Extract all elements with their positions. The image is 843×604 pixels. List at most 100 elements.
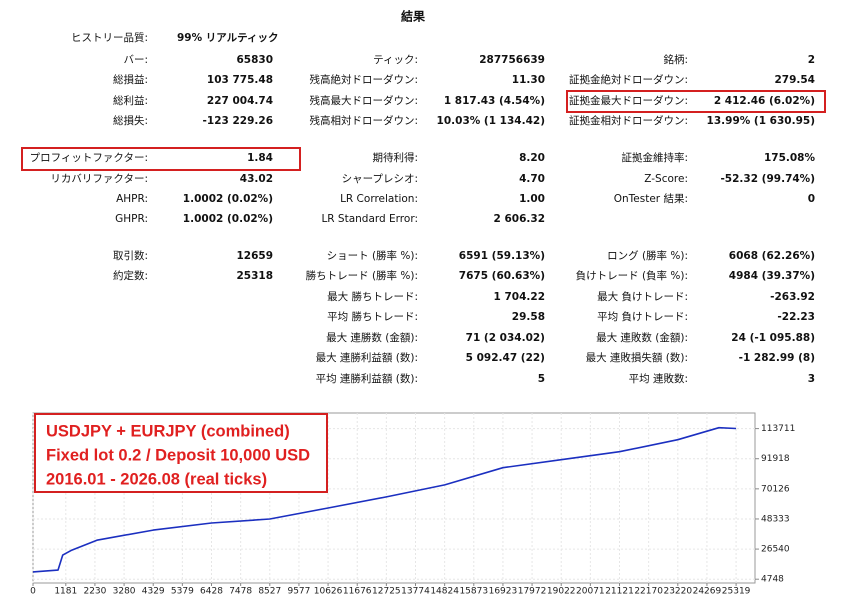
stat-value: 8.20: [519, 152, 545, 164]
stat-label: 残高最大ドローダウン:: [309, 94, 418, 107]
stat-label: ティック:: [373, 54, 418, 66]
y-tick-label: 113711: [761, 424, 795, 434]
stat-label: ショート (勝率 %):: [327, 249, 418, 262]
stat-value: 11.30: [512, 74, 545, 86]
x-tick-label: 19022: [547, 587, 576, 597]
stat-value: 2 412.46 (6.02%): [714, 95, 815, 107]
stat-value: 10.03% (1 134.42): [437, 115, 545, 127]
stat-value: 7675 (60.63%): [459, 270, 545, 282]
x-tick-label: 20071: [576, 587, 605, 597]
stat-label: OnTester 結果:: [614, 192, 688, 205]
stat-value: 5 092.47 (22): [466, 352, 545, 364]
stat-value: 1.00: [519, 193, 545, 205]
stat-label: 銘柄:: [663, 53, 688, 66]
x-tick-label: 11676: [343, 587, 372, 597]
stat-value: 71 (2 034.02): [466, 332, 545, 344]
y-tick-label: 4748: [761, 575, 784, 585]
stat-label: 残高相対ドローダウン:: [309, 114, 418, 127]
x-tick-label: 16923: [489, 587, 518, 597]
stat-label: 最大 連敗数 (金額):: [596, 331, 688, 344]
highlight-box: [566, 90, 826, 113]
stat-value: 13.99% (1 630.95): [707, 115, 815, 127]
stat-label: 平均 連敗数:: [629, 372, 688, 385]
stat-label: 約定数:: [113, 269, 148, 282]
stat-value: -22.23: [777, 311, 815, 323]
x-tick-label: 10626: [314, 587, 343, 597]
x-tick-label: 21121: [605, 587, 634, 597]
annotation: Fixed lot 0.2 / Deposit 10,000 USD: [46, 446, 310, 464]
stat-value: -263.92: [770, 291, 815, 303]
stat-value: 4.70: [519, 173, 545, 185]
stat-value: 2: [808, 54, 815, 66]
stat-value: 65830: [236, 54, 273, 66]
report-title: 結果: [401, 9, 425, 24]
stat-label: LR Standard Error:: [321, 213, 418, 225]
stat-label: 証拠金絶対ドローダウン:: [569, 73, 688, 86]
x-tick-label: 12725: [372, 587, 401, 597]
x-tick-label: 24269: [693, 587, 722, 597]
y-tick-label: 91918: [761, 454, 790, 464]
stat-value: 6068 (62.26%): [729, 250, 815, 262]
x-tick-label: 0: [30, 587, 36, 597]
x-tick-label: 23220: [663, 587, 692, 597]
stat-label: 最大 負けトレード:: [597, 290, 688, 303]
stat-label: 総損益:: [113, 73, 148, 86]
stat-label: 証拠金相対ドローダウン:: [569, 114, 688, 127]
stat-value: 1.0002 (0.02%): [183, 193, 273, 205]
x-tick-label: 9577: [287, 587, 310, 597]
stat-label: ロング (勝率 %):: [607, 249, 688, 262]
stat-label: ヒストリー品質:: [71, 31, 148, 44]
stat-value: 6591 (59.13%): [459, 250, 545, 262]
stat-label: 最大 連勝利益額 (数):: [316, 351, 418, 364]
stat-value: 2 606.32: [494, 213, 545, 225]
x-tick-label: 6428: [200, 587, 223, 597]
stat-value: 5: [538, 373, 545, 385]
x-tick-label: 13774: [401, 587, 430, 597]
stat-label: 取引数:: [113, 249, 148, 262]
stat-label: 負けトレード (負率 %):: [576, 269, 688, 282]
stat-label: プロフィットファクター:: [30, 152, 148, 164]
stat-value: 1 704.22: [494, 291, 545, 303]
stat-value: 29.58: [512, 311, 545, 323]
stat-label: 平均 負けトレード:: [597, 311, 688, 323]
stat-label: バー:: [123, 54, 148, 66]
stat-label: 証拠金維持率:: [621, 151, 688, 164]
stat-value: 24 (-1 095.88): [731, 332, 815, 344]
highlight-box: [21, 147, 301, 171]
annotation: 2016.01 - 2026.08 (real ticks): [46, 470, 267, 488]
x-tick-label: 3280: [113, 587, 136, 597]
x-tick-label: 25319: [722, 587, 751, 597]
stat-value: 1.0002 (0.02%): [183, 213, 273, 225]
x-tick-label: 15873: [459, 587, 488, 597]
stat-label: Z-Score:: [644, 173, 688, 185]
stat-value: -52.32 (99.74%): [720, 173, 815, 185]
stat-value: -123 229.26: [203, 115, 273, 127]
equity-line: [32, 426, 737, 573]
stat-value: 1 817.43 (4.54%): [444, 95, 545, 107]
annotation-box: [34, 413, 328, 493]
y-tick-label: 70126: [761, 484, 790, 494]
x-tick-label: 2230: [83, 587, 106, 597]
stat-value: -1 282.99 (8): [739, 352, 815, 364]
stat-label: 最大 勝ちトレード:: [327, 290, 418, 303]
y-tick-label: 26540: [761, 545, 790, 555]
stat-label: リカバリファクター:: [50, 173, 148, 185]
stat-label: 期待利得:: [372, 151, 418, 164]
stat-value: 12659: [236, 250, 273, 262]
stat-label: 平均 勝ちトレード:: [327, 310, 418, 323]
x-tick-label: 8527: [258, 587, 281, 597]
stat-label: LR Correlation:: [340, 193, 418, 205]
x-tick-label: 5379: [171, 587, 194, 597]
stat-label: 最大 連敗損失額 (数):: [586, 351, 688, 364]
stat-label: AHPR:: [116, 193, 148, 205]
x-tick-label: 17972: [518, 587, 547, 597]
y-tick-label: 48333: [761, 514, 790, 524]
stat-label: 総利益:: [113, 94, 148, 107]
x-tick-label: 1181: [54, 587, 77, 597]
stat-value: 103 775.48: [207, 74, 273, 86]
stat-value: 1.84: [247, 152, 273, 164]
stat-value: 3: [808, 373, 815, 385]
stat-label: GHPR:: [115, 213, 148, 225]
